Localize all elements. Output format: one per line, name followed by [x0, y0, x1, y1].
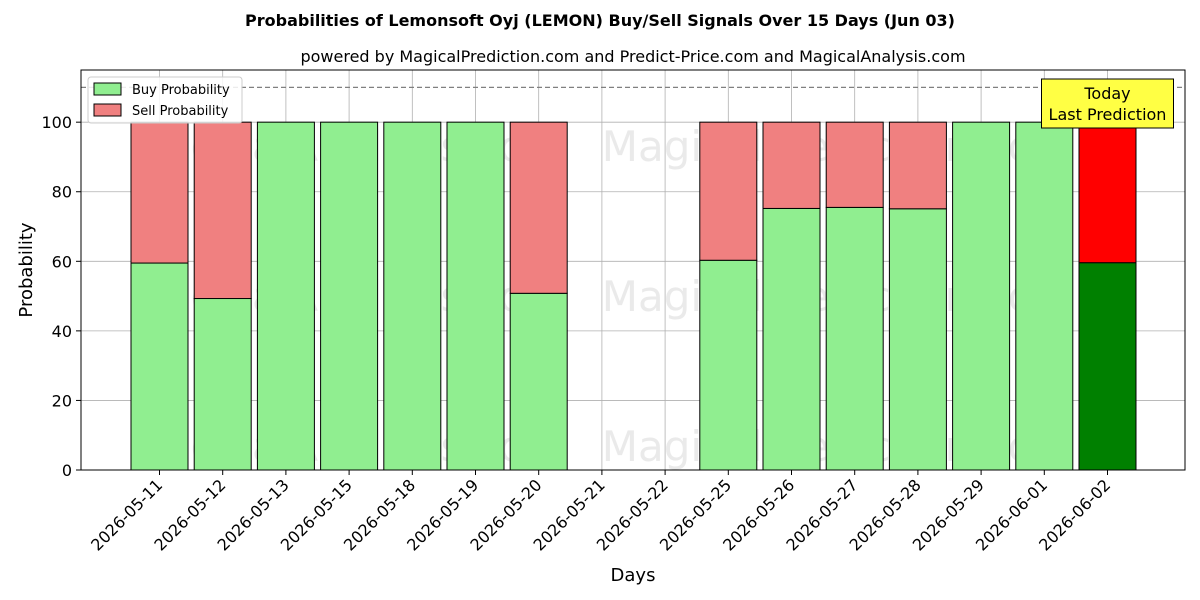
legend-swatch	[93, 103, 122, 117]
y-tick-label: 20	[52, 391, 72, 410]
bar-buy	[446, 121, 505, 471]
y-tick-label: 60	[52, 252, 72, 271]
bar-buy	[762, 207, 821, 471]
chart-subtitle: powered by MagicalPrediction.com and Pre…	[300, 47, 965, 66]
bar-sell	[130, 121, 189, 264]
legend-label: Sell Probability	[132, 104, 229, 119]
y-tick-label: 0	[62, 461, 72, 480]
legend: Buy Probability Sell Probability	[87, 76, 243, 124]
y-tick-label: 40	[52, 322, 72, 341]
bars	[130, 121, 1137, 471]
bar-buy	[193, 298, 252, 471]
bar-buy	[825, 206, 884, 471]
today-annotation: Today Last Prediction	[1041, 78, 1174, 129]
annotation-box	[1041, 78, 1174, 129]
bar-sell	[1078, 121, 1137, 264]
y-tick-label: 100	[41, 113, 72, 132]
bar-buy	[699, 259, 758, 471]
bar-sell	[888, 121, 947, 210]
bar-buy	[952, 121, 1011, 471]
annotation-text: Today	[1083, 84, 1130, 103]
x-axis-label: Days	[611, 565, 656, 586]
bar-buy	[256, 121, 315, 471]
bar-buy	[383, 121, 442, 471]
bar-buy	[320, 121, 379, 471]
bar-sell	[193, 121, 252, 300]
plot-frame	[80, 69, 1186, 471]
legend-label: Buy Probability	[132, 83, 230, 98]
y-tick-label: 80	[52, 183, 72, 202]
bar-buy	[1078, 262, 1137, 471]
bar-sell	[509, 121, 568, 294]
bar-sell	[825, 121, 884, 208]
y-axis-label: Probability	[16, 222, 37, 317]
bar-buy	[1015, 121, 1074, 471]
bar-buy	[130, 262, 189, 471]
chart-title: Probabilities of Lemonsoft Oyj (LEMON) B…	[245, 11, 955, 30]
legend-box	[87, 76, 243, 124]
bar-sell	[699, 121, 758, 261]
bar-buy	[509, 292, 568, 471]
annotation-text: Last Prediction	[1049, 105, 1167, 124]
legend-swatch	[93, 82, 122, 96]
bar-sell	[762, 121, 821, 209]
bar-buy	[888, 208, 947, 471]
